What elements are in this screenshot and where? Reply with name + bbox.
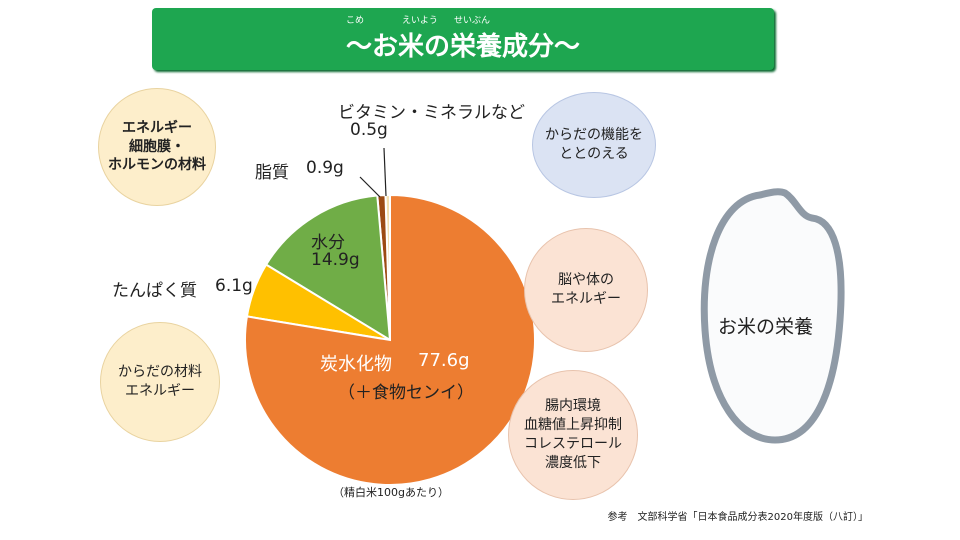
bubble-line: コレステロール — [524, 436, 622, 452]
label-vitamin-value: 0.5g — [350, 120, 388, 140]
bubble-line: エネルギー — [122, 119, 192, 136]
slice-water — [264, 194, 392, 342]
page-title: 〜お米の栄養成分〜 — [345, 32, 580, 62]
label-protein-value: 6.1g — [215, 276, 253, 296]
bubble-protein-role: からだの材料 エネルギー — [100, 322, 220, 442]
bubble-line: エネルギー — [551, 291, 621, 307]
rice-label: お米の栄養 — [718, 316, 814, 338]
title-furigana-seibun: せいぶん — [454, 16, 491, 26]
reference-source: 参考 文部科学省「日本食品成分表2020年度版（八訂）」 — [607, 512, 868, 523]
label-fat-value: 0.9g — [306, 158, 344, 178]
label-water-value: 14.9g — [311, 250, 360, 270]
bubble-line: 濃度低下 — [545, 454, 601, 471]
label-vitamin-name: ビタミン・ミネラルなど — [338, 103, 525, 123]
bubble-line: ホルモンの材料 — [108, 157, 206, 174]
bubble-fiber-role: 腸内環境血糖値上昇抑制 コレステロール 濃度低下 — [508, 370, 638, 500]
bubble-line: 細胞膜・ — [129, 138, 185, 155]
bubble-line: エネルギー — [125, 383, 195, 399]
bubble-carb-energy: 脳や体の エネルギー — [524, 228, 648, 352]
title-furigana-eiyou: えいよう — [402, 16, 438, 26]
label-carb-value: 77.6g — [418, 350, 470, 371]
vitamin-leader-line — [383, 147, 387, 197]
bubble-line: からだの材料 — [118, 364, 202, 381]
bubble-fat-role: エネルギー細胞膜・ホルモンの材料 — [98, 88, 216, 206]
title-furigana-kome: こめ — [346, 16, 365, 26]
bubble-line: からだの機能を — [545, 127, 643, 144]
label-carb-sub: （＋食物センイ） — [338, 383, 474, 403]
title-banner: こめ えいよう せいぶん 〜お米の栄養成分〜 — [152, 8, 774, 70]
bubble-line: 脳や体の — [558, 272, 614, 289]
label-protein-name: たんぱく質 — [112, 281, 197, 301]
slice-carbohydrate — [244, 193, 536, 486]
label-fat-name: 脂質 — [255, 163, 289, 183]
bubble-vitamin-role: からだの機能を ととのえる — [532, 92, 656, 198]
fat-leader-line — [359, 176, 381, 198]
label-water-name: 水分 — [311, 233, 345, 253]
bubble-line: ととのえる — [559, 146, 629, 162]
chart-note: （精白米100gあたり） — [333, 486, 449, 499]
bubble-line: 腸内環境 — [545, 398, 601, 415]
bubble-line: 血糖値上昇抑制 — [524, 417, 622, 434]
label-carb-name: 炭水化物 — [320, 354, 392, 375]
